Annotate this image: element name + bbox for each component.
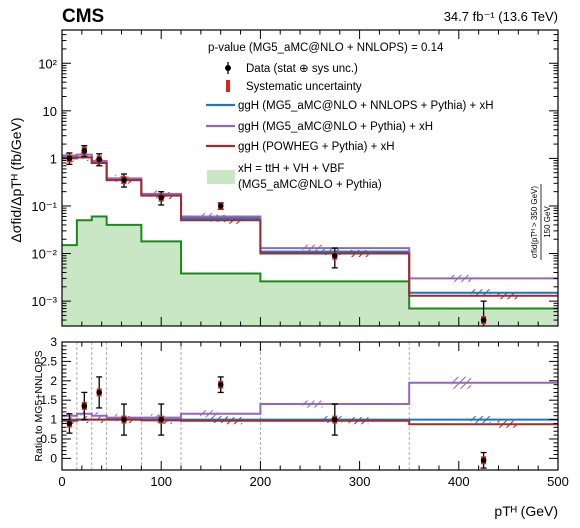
legend-entry-nnlops: ggH (MG5_aMC@NLO + NNLOPS + Pythia) + xH	[206, 100, 494, 112]
data-point-2	[96, 156, 102, 163]
overflow-bin-annotation: σfid(pTᴴ > 350 GeV) 150 GeV	[530, 184, 552, 260]
ratio-xtick-label: 100	[150, 474, 172, 489]
main-ytick-label: 10²	[38, 56, 57, 71]
ratio-ytick-label: 2	[50, 374, 57, 388]
xh-area	[62, 216, 558, 326]
main-ytick-label: 10	[43, 104, 57, 119]
legend-entry-powheg: ggH (POWHEG + Pythia) + xH	[206, 141, 395, 153]
ratio-y-axis-label: Ratio to MG5+NNLOPS	[33, 350, 45, 461]
xh-fill-icon	[207, 170, 235, 184]
ratio-point-1	[81, 403, 88, 409]
legend: p-value (MG5_aMC@NLO + NNLOPS) = 0.14 Da…	[206, 42, 494, 191]
ratio-xtick-label: 500	[547, 474, 569, 489]
ratio-ytick-label: 0	[50, 451, 57, 465]
data-point-4	[158, 194, 164, 201]
ratio-ytick-label: 0.5	[40, 432, 57, 446]
xh-line	[62, 215, 558, 310]
legend-entry-data: Data (stat ⊕ sys unc.)	[225, 62, 358, 75]
ratio-xtick-label: 400	[448, 474, 470, 489]
p-value-label: p-value (MG5_aMC@NLO + NNLOPS) = 0.14	[208, 42, 444, 54]
legend-label-nnlops: ggH (MG5_aMC@NLO + NNLOPS + Pythia) + xH	[238, 100, 494, 112]
legend-entry-xh: xH = ttH + VH + VBF (MG5_aMC@NLO + Pythi…	[207, 163, 382, 191]
powheg-ratio-line	[62, 418, 558, 426]
data-point-7	[480, 317, 487, 323]
ratio-point-6	[332, 416, 338, 423]
data-point-5	[217, 203, 224, 209]
main-panel: 10⁻³ 10⁻² 10⁻¹ 1 10 10²	[31, 29, 559, 327]
data-point-3	[121, 177, 127, 183]
ratio-point-4	[158, 416, 164, 423]
main-ytick-label: 1	[50, 151, 57, 166]
ratio-point-0	[66, 420, 73, 427]
annotation-denominator: 150 GeV	[543, 206, 552, 238]
data-point-6	[332, 252, 338, 259]
legend-label-mg5: ggH (MG5_aMC@NLO + Pythia) + xH	[238, 121, 433, 133]
data-marker-icon	[225, 65, 231, 71]
mg5-ratio-line	[62, 381, 558, 419]
ratio-point-7	[480, 457, 487, 464]
ratio-xtick-label: 300	[349, 474, 371, 489]
legend-entry-syst: Systematic uncertainty	[226, 80, 362, 93]
ratio-point-5	[217, 381, 224, 388]
ratio-ytick-label: 3	[50, 335, 57, 349]
legend-entry-mg5: ggH (MG5_aMC@NLO + Pythia) + xH	[206, 121, 433, 133]
ratio-ytick-label: 1	[50, 413, 57, 427]
legend-label-syst: Systematic uncertainty	[246, 81, 362, 93]
main-ytick-label: 10⁻¹	[31, 199, 57, 214]
syst-uncertainty-icon	[226, 80, 230, 92]
ratio-panel-frame	[61, 341, 559, 471]
x-axis-label: pTᴴ (GeV)	[494, 503, 558, 519]
ratio-point-3	[121, 416, 127, 423]
main-panel-frame	[61, 29, 559, 327]
annotation-numerator: σfid(pTᴴ > 350 GeV)	[530, 186, 539, 259]
ratio-xtick-label: 200	[250, 474, 272, 489]
experiment-label: CMS	[62, 6, 104, 27]
ratio-point-2	[96, 389, 102, 396]
data-point-1	[81, 147, 88, 154]
main-ytick-label: 10⁻³	[31, 294, 57, 309]
ratio-panel: 0 0.5 1 1.5 2 2.5 3 0 100 200 300 400 500	[40, 335, 569, 489]
ratio-ytick-label: 1.5	[40, 393, 57, 407]
legend-label-data: Data (stat ⊕ sys unc.)	[246, 63, 358, 75]
legend-label-powheg: ggH (POWHEG + Pythia) + xH	[238, 141, 395, 153]
main-y-axis-label: Δσfid/ΔpTᴴ (fb/GeV)	[8, 117, 24, 242]
legend-label-xh-generator: (MG5_aMC@NLO + Pythia)	[238, 179, 382, 191]
legend-label-xh: xH = ttH + VH + VBF	[238, 163, 344, 175]
ratio-xtick-label: 0	[58, 474, 65, 489]
main-ytick-label: 10⁻²	[31, 247, 57, 262]
ratio-ytick-label: 2.5	[40, 354, 57, 368]
luminosity-label: 34.7 fb⁻¹ (13.6 TeV)	[444, 9, 558, 24]
